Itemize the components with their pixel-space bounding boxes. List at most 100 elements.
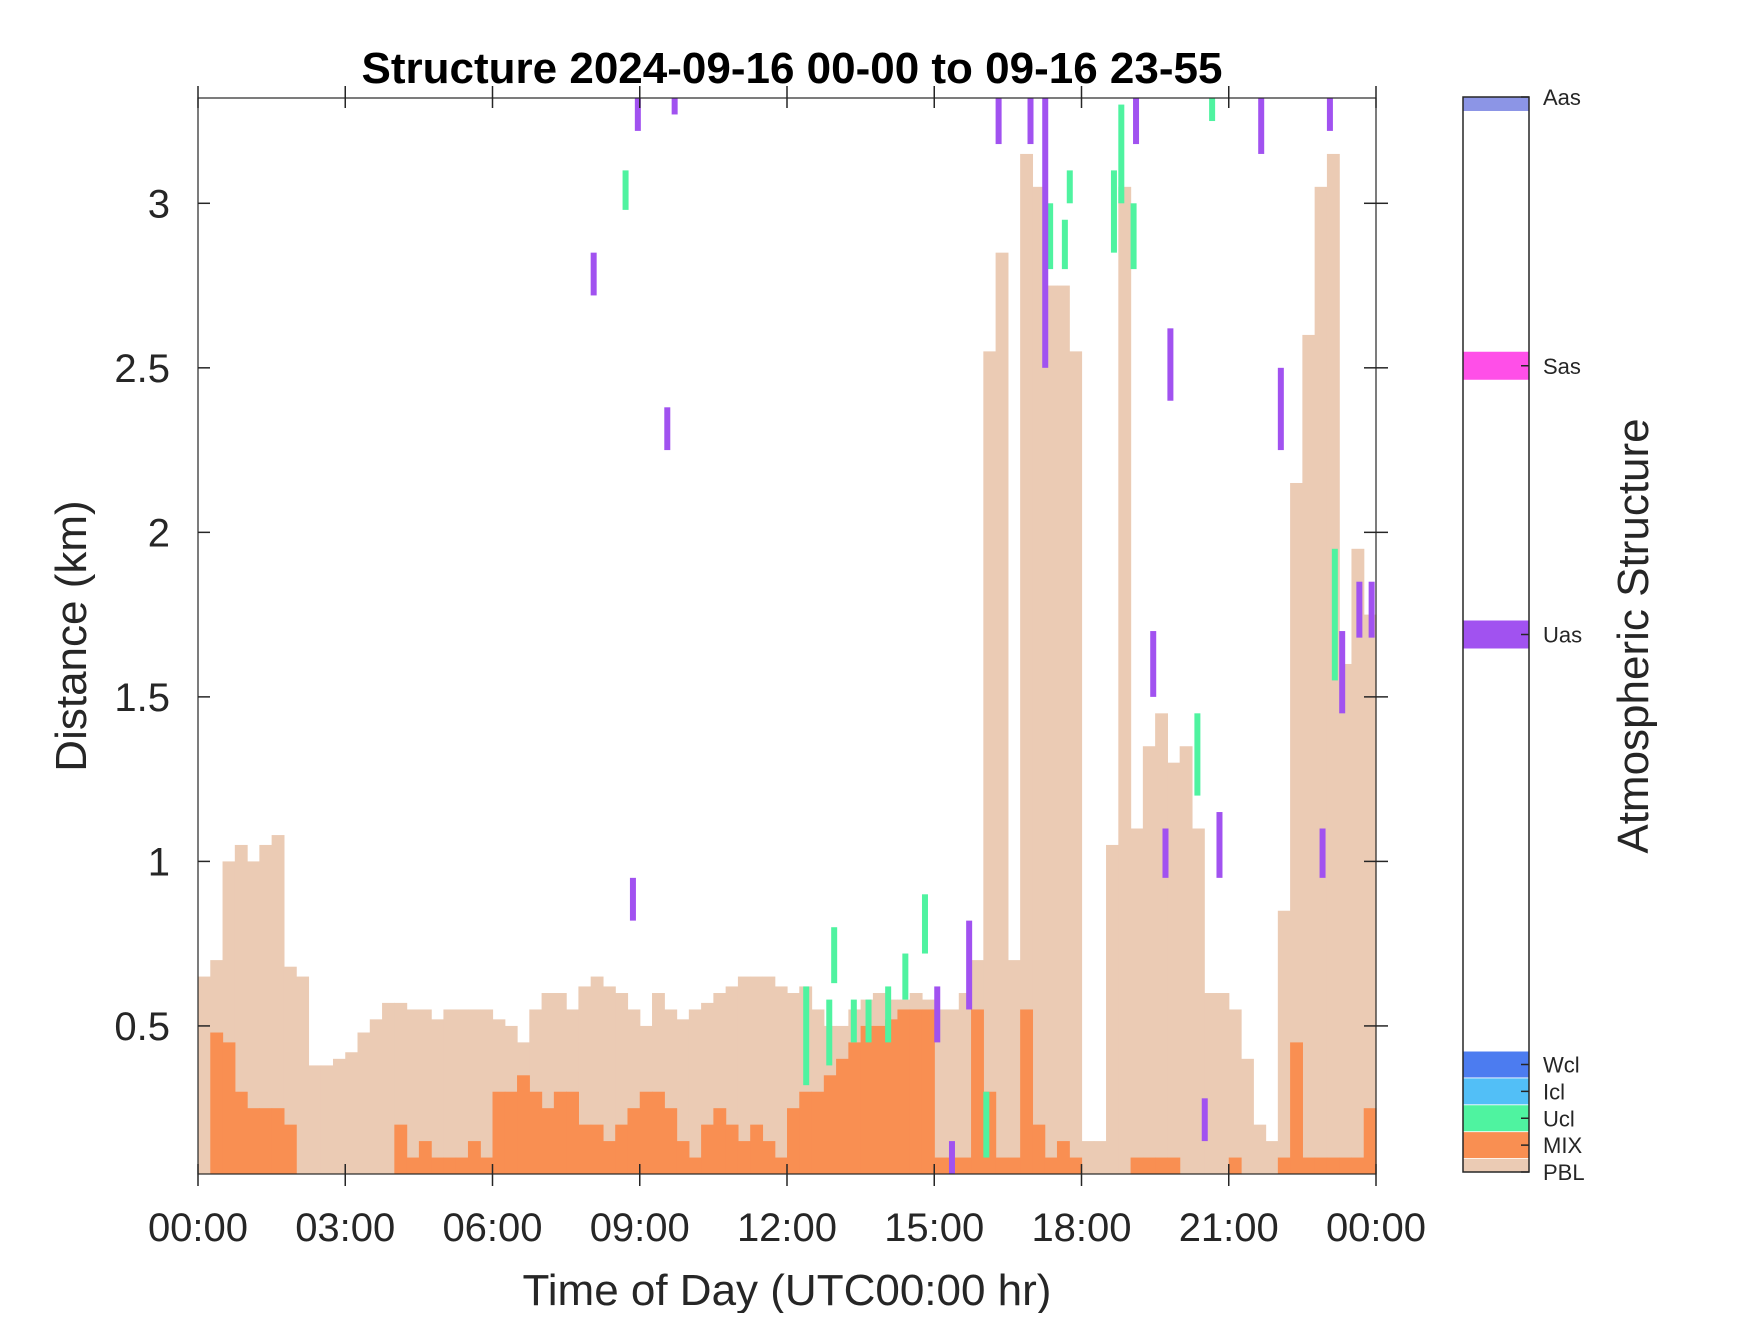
pbl-bar <box>1314 186 1328 1174</box>
uas-segment <box>1258 98 1265 154</box>
mix-bar <box>455 1157 469 1174</box>
pbl-bar <box>1056 285 1070 1174</box>
x-tick-label: 18:00 <box>1031 1206 1131 1250</box>
mix-bar <box>259 1108 273 1174</box>
pbl-bar <box>1179 746 1193 1174</box>
mix-bar <box>1326 1157 1340 1174</box>
x-tick-label: 03:00 <box>295 1206 395 1250</box>
pbl-bar <box>774 986 788 1174</box>
pbl-bar <box>1069 351 1083 1175</box>
ucl-segment <box>826 999 833 1066</box>
pbl-bar <box>357 1032 371 1174</box>
mix-bar <box>971 1009 984 1174</box>
pbl-bar <box>1351 548 1365 1174</box>
pbl-bar <box>762 976 776 1174</box>
pbl-bar <box>1253 1124 1267 1174</box>
pbl-bar <box>1167 762 1181 1174</box>
uas-segment <box>1201 1098 1208 1142</box>
y-tick-label: 1 <box>148 840 170 884</box>
y-tick-label: 0.5 <box>114 1005 170 1049</box>
pbl-bar <box>320 1065 334 1174</box>
mix-bar <box>676 1141 690 1174</box>
uas-segment <box>634 98 641 131</box>
ucl-segment <box>1209 98 1216 122</box>
mix-bar <box>406 1157 420 1174</box>
mix-bar <box>615 1124 629 1174</box>
colorbar-label-aas: Aas <box>1543 85 1581 110</box>
uas-segment <box>1368 581 1375 638</box>
colorbar-label-sas: Sas <box>1543 354 1581 379</box>
mix-bar <box>541 1108 555 1174</box>
mix-bar <box>811 1091 825 1174</box>
uas-segment <box>671 98 678 115</box>
pbl-bar <box>1093 1141 1107 1174</box>
pbl-bar <box>1302 334 1316 1174</box>
uas-segment <box>1326 98 1333 131</box>
y-tick-label: 2 <box>148 511 170 555</box>
mix-bar <box>443 1157 457 1174</box>
pbl-bar <box>1265 1141 1279 1174</box>
mix-bar <box>1069 1157 1083 1174</box>
colorbar-band-sas <box>1463 351 1529 380</box>
mix-bar <box>750 1124 764 1174</box>
pbl-bar <box>1241 1058 1254 1174</box>
pbl-bar <box>198 976 211 1174</box>
pbl-bar <box>443 1009 457 1174</box>
pbl-bar <box>308 1065 322 1174</box>
colorbar-band-mix <box>1463 1132 1529 1159</box>
pbl-bar <box>737 976 751 1174</box>
pbl-bar <box>1081 1141 1095 1174</box>
mix-bar <box>1302 1157 1316 1174</box>
pbl-bar <box>1020 153 1034 1174</box>
uas-segment <box>934 986 941 1043</box>
y-tick-label: 1.5 <box>114 676 170 720</box>
uas-segment <box>1356 581 1363 638</box>
mix-bar <box>958 1157 972 1174</box>
ucl-segment <box>921 894 928 954</box>
pbl-bar <box>345 1052 359 1174</box>
mix-bar <box>823 1075 837 1174</box>
pbl-bar <box>934 1009 948 1174</box>
ucl-segment <box>983 1091 990 1158</box>
mix-bar <box>848 1042 862 1174</box>
x-tick-label: 00:00 <box>1326 1206 1426 1250</box>
uas-segment <box>1167 328 1174 401</box>
uas-segment <box>629 877 636 921</box>
mix-bar <box>504 1091 518 1174</box>
pbl-bar <box>259 844 273 1174</box>
uas-segment <box>948 1141 955 1174</box>
mix-bar <box>787 1108 800 1174</box>
mix-bar <box>737 1141 751 1174</box>
colorbar-label-icl: Icl <box>1543 1079 1565 1104</box>
pbl-bar <box>480 1009 494 1174</box>
mix-bar <box>1363 1108 1377 1174</box>
mix-bar <box>1142 1157 1156 1174</box>
pbl-bar <box>688 1009 702 1174</box>
ucl-segment <box>1130 203 1137 270</box>
mix-bar <box>627 1108 641 1174</box>
mix-bar <box>713 1108 727 1174</box>
mix-bar <box>664 1108 678 1174</box>
pbl-bar <box>406 1009 420 1174</box>
mix-bar <box>1020 1009 1034 1174</box>
mix-bar <box>1044 1157 1058 1174</box>
mix-bar <box>921 1009 935 1174</box>
mix-bar <box>934 1157 948 1174</box>
uas-segment <box>1216 812 1223 878</box>
pbl-bar <box>958 993 972 1174</box>
pbl-bar <box>676 1019 690 1174</box>
ucl-segment <box>622 170 629 210</box>
pbl-bar <box>1044 285 1058 1174</box>
mix-bar <box>602 1141 616 1174</box>
pbl-bar <box>602 986 616 1174</box>
pbl-bar <box>418 1009 432 1174</box>
uas-segment <box>1027 98 1034 145</box>
mix-bar <box>799 1091 813 1174</box>
uas-segment <box>1150 631 1157 697</box>
y-axis-label: Distance (km) <box>47 500 96 771</box>
pbl-bar <box>431 1019 445 1174</box>
pbl-bar <box>455 1009 469 1174</box>
mix-bar <box>909 1009 923 1174</box>
mix-bar <box>1277 1157 1291 1174</box>
